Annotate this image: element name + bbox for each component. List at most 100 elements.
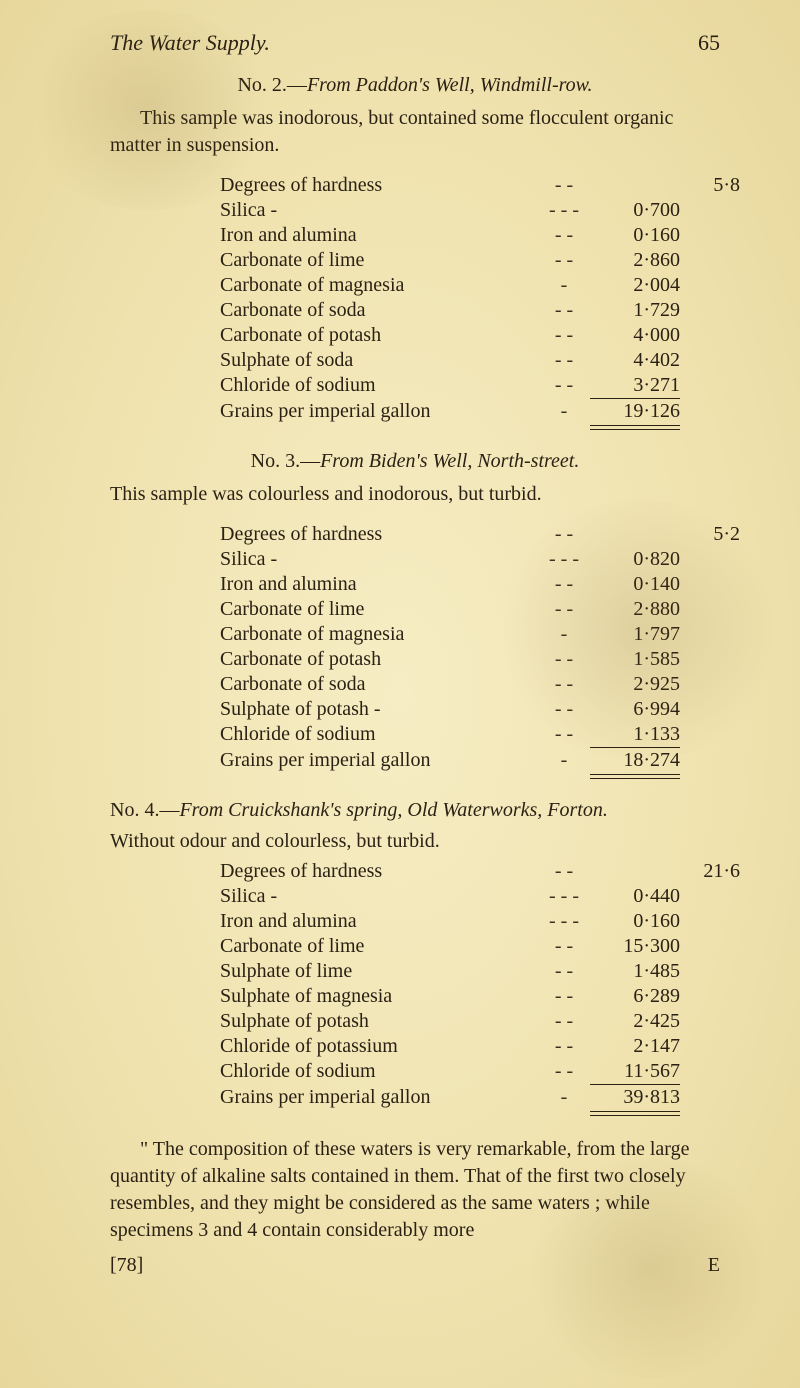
cell-value: 1·133 (590, 722, 680, 748)
table-row: Sulphate of lime- -1·485 (220, 959, 740, 984)
cell-label: Chloride of potassium (220, 1034, 538, 1059)
heading-title: From Paddon's Well, Windmill-row. (307, 74, 593, 96)
cell-dash: - - - (538, 909, 590, 934)
table-row: Chloride of sodium- -11·567 (220, 1059, 740, 1085)
cell-value: 0·700 (590, 198, 680, 223)
cell-value: 0·140 (590, 572, 680, 597)
cell-value: 3·271 (590, 373, 680, 399)
hardness-label: Degrees of hardness (220, 859, 538, 884)
total-value: 39·813 (590, 1085, 680, 1111)
table-row: Chloride of sodium- -3·271 (220, 373, 740, 399)
section-3-intro: This sample was colourless and inodorous… (110, 481, 720, 508)
table-row: Carbonate of soda- -1·729 (220, 298, 740, 323)
table-row: Chloride of sodium- -1·133 (220, 722, 740, 748)
table-row: Silica -- - -0·700 (220, 198, 740, 223)
cell-dash: - - (538, 934, 590, 959)
table-row: Iron and alumina- -0·160 (220, 223, 740, 248)
table-row: Iron and alumina- - -0·160 (220, 909, 740, 934)
hardness-value: 5·2 (680, 522, 740, 547)
heading-number: No. 3.— (251, 450, 320, 472)
total-label: Grains per imperial gallon (220, 399, 538, 425)
cell-value: 4·402 (590, 348, 680, 373)
cell-label: Carbonate of soda (220, 298, 538, 323)
double-rule (220, 424, 740, 432)
hardness-label: Degrees of hardness (220, 522, 538, 547)
cell-label: Carbonate of soda (220, 672, 538, 697)
cell-label: Carbonate of lime (220, 248, 538, 273)
table-row: Carbonate of potash- -1·585 (220, 647, 740, 672)
cell-label: Iron and alumina (220, 909, 538, 934)
table-row: Carbonate of lime- -15·300 (220, 934, 740, 959)
total-value: 18·274 (590, 748, 680, 774)
cell-value: 2·004 (590, 273, 680, 298)
cell-value: 0·440 (590, 884, 680, 909)
cell-dash: - - (538, 697, 590, 722)
cell-value: 2·425 (590, 1009, 680, 1034)
cell-value (590, 173, 680, 198)
signature-mark: [78] (110, 1254, 143, 1277)
cell-dash: - - - (538, 884, 590, 909)
cell-dash: - - (538, 572, 590, 597)
section-3-table: Degrees of hardness - - 5·2 Silica -- - … (220, 522, 740, 781)
table-row: Sulphate of potash- -2·425 (220, 1009, 740, 1034)
heading-number: No. 4.— (110, 799, 179, 821)
cell-dash: - (538, 399, 590, 425)
cell-label: Carbonate of potash (220, 647, 538, 672)
cell-value: 1·585 (590, 647, 680, 672)
cell-label: Iron and alumina (220, 572, 538, 597)
cell-label: Sulphate of lime (220, 959, 538, 984)
cell-dash: - - (538, 298, 590, 323)
double-rule (220, 1110, 740, 1118)
cell-dash: - - (538, 859, 590, 884)
cell-dash: - - (538, 323, 590, 348)
cell-label: Carbonate of lime (220, 934, 538, 959)
cell-value: 1·729 (590, 298, 680, 323)
running-header: The Water Supply. 65 (110, 30, 720, 56)
cell-dash: - - (538, 1059, 590, 1085)
section-4-intro: Without odour and colourless, but turbid… (110, 830, 720, 853)
table-row: Carbonate of magnesia-1·797 (220, 622, 740, 647)
cell-dash: - - (538, 248, 590, 273)
table-row: Iron and alumina- -0·140 (220, 572, 740, 597)
table-row: Carbonate of potash- -4·000 (220, 323, 740, 348)
cell-value: 6·994 (590, 697, 680, 722)
cell-value: 0·820 (590, 547, 680, 572)
cell-dash: - (538, 1085, 590, 1111)
cell-label: Silica - (220, 198, 538, 223)
cell-label: Sulphate of potash - (220, 697, 538, 722)
cell-label: Sulphate of soda (220, 348, 538, 373)
cell-label: Silica - (220, 547, 538, 572)
cell-dash: - - (538, 597, 590, 622)
page-number: 65 (698, 30, 720, 56)
cell-dash: - - (538, 348, 590, 373)
cell-value (590, 522, 680, 547)
cell-value: 0·160 (590, 909, 680, 934)
cell-label: Iron and alumina (220, 223, 538, 248)
total-row: Grains per imperial gallon - 18·274 (220, 748, 740, 774)
cell-dash: - - - (538, 198, 590, 223)
cell-dash: - - (538, 1009, 590, 1034)
cell-dash: - - (538, 959, 590, 984)
table-row: Carbonate of lime- -2·860 (220, 248, 740, 273)
section-3-heading: No. 3.—From Biden's Well, North-street. (110, 450, 720, 473)
cell-value: 6·289 (590, 984, 680, 1009)
hardness-value: 5·8 (680, 173, 740, 198)
cell-dash: - - (538, 647, 590, 672)
cell-value: 11·567 (590, 1059, 680, 1085)
table-row: Chloride of potassium- -2·147 (220, 1034, 740, 1059)
cell-value: 0·160 (590, 223, 680, 248)
cell-dash: - - (538, 373, 590, 399)
cell-label: Silica - (220, 884, 538, 909)
hardness-row: Degrees of hardness - - 5·8 (220, 173, 740, 198)
cell-label: Carbonate of magnesia (220, 273, 538, 298)
double-rule (220, 773, 740, 781)
footer: [78] E (110, 1254, 720, 1277)
cell-value: 4·000 (590, 323, 680, 348)
closing-paragraph: " The composition of these waters is ver… (110, 1136, 720, 1244)
running-title: The Water Supply. (110, 30, 270, 56)
page: The Water Supply. 65 No. 2.—From Paddon'… (0, 0, 800, 1388)
hardness-label: Degrees of hardness (220, 173, 538, 198)
cell-label: Carbonate of lime (220, 597, 538, 622)
cell-value: 1·485 (590, 959, 680, 984)
cell-value: 2·880 (590, 597, 680, 622)
